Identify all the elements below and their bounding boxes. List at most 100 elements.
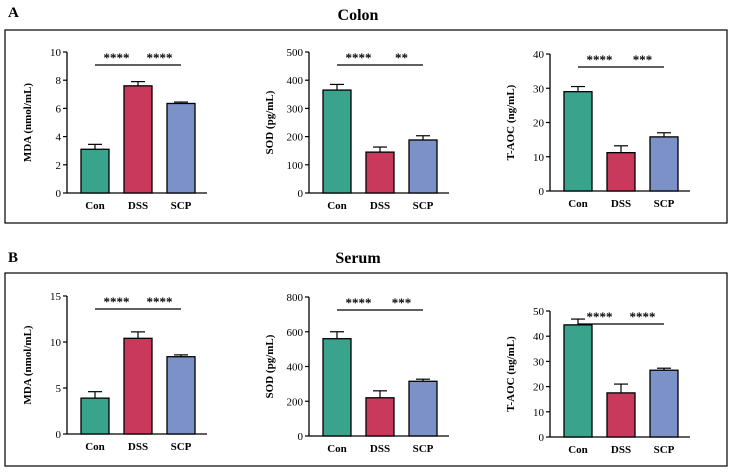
- y-tick-label: 10: [533, 407, 545, 419]
- panel-a-letter: A: [8, 5, 19, 21]
- chart-b-3: 0 10 20 30 40 50 T-AOC (ng/mL) Con DSS SCP **** ***…: [505, 306, 690, 456]
- x-tick-label: DSS: [611, 198, 631, 210]
- bar-con: [80, 148, 110, 194]
- y-tick-label: 20: [533, 118, 545, 130]
- significance-label: ****: [147, 294, 173, 309]
- panel-b-frame: [4, 272, 728, 467]
- y-tick-label: 10: [533, 152, 545, 164]
- bar-dss: [365, 397, 395, 437]
- y-tick-label: 40: [533, 331, 545, 343]
- bar-con: [563, 324, 593, 438]
- y-tick-label: 2: [56, 160, 62, 172]
- bar-scp: [166, 102, 196, 194]
- bar-scp: [408, 380, 438, 437]
- significance-label: ****: [587, 309, 613, 324]
- x-tick-label: SCP: [413, 443, 434, 455]
- x-tick-label: DSS: [370, 443, 390, 455]
- y-tick-label: 800: [287, 292, 304, 304]
- x-tick-label: SCP: [413, 200, 434, 212]
- y-tick-label: 300: [287, 103, 304, 115]
- significance-label: ****: [104, 50, 130, 65]
- x-tick-label: Con: [85, 441, 105, 453]
- y-axis-label: SOD (pg/mL): [264, 90, 276, 154]
- bar-dss: [365, 151, 395, 194]
- y-tick-label: 100: [287, 160, 304, 172]
- y-tick-label: 0: [539, 432, 545, 444]
- y-tick-label: 0: [298, 188, 304, 200]
- panel-a-frame: [4, 29, 728, 224]
- y-tick-label: 40: [533, 49, 545, 61]
- x-tick-label: SCP: [654, 444, 675, 456]
- y-tick-label: 0: [56, 188, 62, 200]
- y-axis-label: SOD (pg/mL): [264, 334, 276, 398]
- x-tick-label: DSS: [370, 200, 390, 212]
- significance-label: ****: [147, 50, 173, 65]
- significance-label: ****: [104, 294, 130, 309]
- y-tick-label: 6: [56, 103, 62, 115]
- significance-label: ****: [346, 295, 372, 310]
- significance-label: ***: [633, 52, 653, 67]
- significance-label: ****: [587, 52, 613, 67]
- bar-con: [80, 397, 110, 435]
- y-tick-label: 30: [533, 356, 545, 368]
- x-tick-label: SCP: [171, 441, 192, 453]
- bar-scp: [649, 369, 679, 438]
- bar-scp: [408, 139, 438, 194]
- y-tick-label: 8: [56, 75, 62, 87]
- y-tick-label: 0: [298, 431, 304, 443]
- y-tick-label: 5: [56, 383, 62, 395]
- panel-b-title: Serum: [335, 250, 381, 267]
- y-tick-label: 10: [50, 47, 62, 59]
- bar-dss: [123, 85, 153, 194]
- bar-scp: [166, 356, 196, 435]
- panel-a: A Colon: [4, 5, 728, 224]
- y-axis-label: T-AOC (ng/mL): [505, 84, 517, 160]
- panel-b-letter: B: [8, 250, 18, 266]
- y-tick-label: 200: [287, 132, 304, 144]
- bar-dss: [606, 392, 636, 438]
- y-tick-label: 500: [287, 47, 304, 59]
- x-tick-label: Con: [327, 200, 347, 212]
- y-tick-label: 4: [56, 132, 62, 144]
- bar-con: [322, 89, 352, 194]
- chart-b-1: 0 5 10 15 MDA (nmol/mL) Con DSS SCP **** ****: [22, 291, 207, 453]
- y-axis-label: T-AOC (ng/mL): [505, 336, 517, 412]
- bar-scp: [649, 136, 679, 192]
- y-tick-label: 20: [533, 382, 545, 394]
- x-tick-label: DSS: [611, 444, 631, 456]
- y-tick-label: 200: [287, 396, 304, 408]
- y-tick-label: 600: [287, 327, 304, 339]
- x-tick-label: Con: [568, 198, 588, 210]
- significance-label: ****: [346, 50, 372, 65]
- significance-label: **: [395, 50, 408, 65]
- panel-b: B Serum: [4, 250, 728, 467]
- significance-label: ****: [630, 309, 656, 324]
- y-tick-label: 0: [56, 429, 62, 441]
- x-tick-label: SCP: [654, 198, 675, 210]
- y-tick-label: 0: [539, 186, 545, 198]
- x-tick-label: Con: [85, 200, 105, 212]
- bar-con: [322, 338, 352, 437]
- panel-a-title: Colon: [338, 7, 379, 24]
- y-tick-label: 30: [533, 83, 545, 95]
- x-tick-label: SCP: [171, 200, 192, 212]
- y-axis-label: MDA (nmol/mL): [22, 325, 34, 404]
- y-tick-label: 400: [287, 362, 304, 374]
- x-tick-label: DSS: [128, 200, 148, 212]
- y-tick-label: 15: [50, 291, 62, 303]
- y-axis-label: MDA (nmol/mL): [22, 83, 34, 162]
- y-tick-label: 10: [50, 337, 62, 349]
- bar-con: [563, 91, 593, 192]
- x-tick-label: Con: [327, 443, 347, 455]
- significance-label: ***: [392, 295, 412, 310]
- y-tick-label: 400: [287, 75, 304, 87]
- chart-a-1: 0 2 4 6 8 10 MDA (nmol/mL) Con DSS SCP **** ****: [22, 47, 207, 212]
- x-tick-label: DSS: [128, 441, 148, 453]
- bar-dss: [606, 151, 636, 192]
- y-tick-label: 50: [533, 306, 545, 318]
